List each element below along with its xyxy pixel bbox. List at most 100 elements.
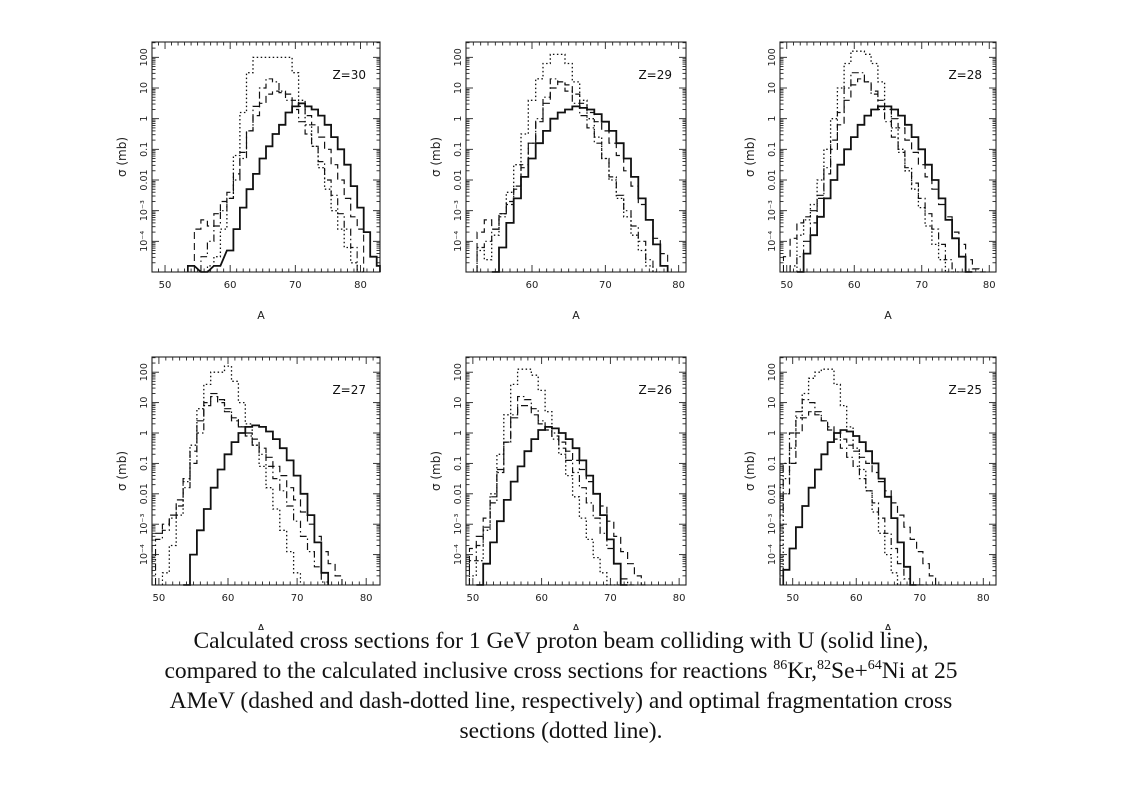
series-dotted: [469, 369, 620, 585]
series-dash-dot: [469, 397, 634, 586]
x-axis-label: A: [884, 622, 892, 630]
caption-line-4: sections (dotted line).: [459, 718, 663, 744]
y-tick-label: 100: [767, 48, 778, 66]
caption-line-2-text-b: Kr,: [787, 658, 818, 684]
x-tick-label: 80: [977, 593, 990, 604]
y-tick-label: 10⁻³: [139, 200, 150, 221]
panel-label: Z=30: [332, 68, 366, 82]
caption-sup-82: 82: [817, 658, 832, 674]
series-dash-dot: [156, 394, 329, 586]
x-tick-label: 50: [159, 280, 172, 291]
series-dotted: [477, 54, 660, 272]
x-tick-label: 60: [526, 280, 539, 291]
x-tick-label: 80: [673, 593, 686, 604]
x-tick-label: 80: [983, 280, 996, 291]
y-tick-label: 10⁻⁴: [767, 544, 778, 565]
y-tick-label: 100: [453, 48, 464, 66]
y-tick-label: 1: [453, 430, 464, 436]
y-tick-label: 1: [139, 116, 150, 122]
caption-line-2-text-a: compared to the calculated inclusive cro…: [164, 658, 774, 684]
series-dotted: [797, 51, 952, 272]
x-tick-label: 50: [780, 280, 793, 291]
y-tick-label: 10⁻³: [139, 514, 150, 535]
y-tick-label: 10⁻⁴: [453, 544, 464, 565]
y-tick-label: 0.1: [453, 456, 464, 471]
chart-panel: 50 60 70 80 10⁻⁴ 10⁻³ 0.01 0.1 1 10 100 σ (mb) A Z=27: [115, 356, 381, 630]
plot-frame: [151, 41, 381, 273]
caption-line-1: Calculated cross sections for 1 GeV prot…: [193, 628, 929, 654]
x-axis-label: A: [884, 309, 892, 322]
y-tick-label: 10⁻⁴: [767, 231, 778, 252]
y-tick-label: 0.1: [453, 142, 464, 157]
y-axis-label: σ (mb): [429, 137, 443, 177]
y-tick-label: 1: [453, 116, 464, 122]
chart-panel: 60 70 80 10⁻⁴ 10⁻³ 0.01 0.1 1 10 100 σ (mb) A Z=29: [429, 41, 687, 322]
y-tick-label: 0.01: [139, 483, 150, 504]
y-axis-label: σ (mb): [115, 451, 129, 491]
chart-panel: 50 60 70 80 10⁻⁴ 10⁻³ 0.01 0.1 1 10 100 σ (mb) A Z=26: [429, 356, 687, 630]
y-tick-label: 10: [139, 397, 150, 409]
series-solid: [476, 427, 627, 585]
y-tick-label: 100: [767, 363, 778, 381]
y-tick-label: 0.1: [767, 456, 778, 471]
y-tick-label: 10⁻³: [767, 514, 778, 535]
y-tick-label: 1: [139, 430, 150, 436]
y-tick-label: 100: [139, 363, 150, 381]
y-tick-label: 100: [453, 363, 464, 381]
chart-panel: 50 60 70 80 10⁻⁴ 10⁻³ 0.01 0.1 1 10 100 σ (mb) A Z=28: [743, 41, 997, 322]
x-tick-label: 70: [289, 280, 302, 291]
x-tick-label: 70: [599, 280, 612, 291]
x-axis-label: A: [257, 309, 265, 322]
y-tick-label: 1: [767, 430, 778, 436]
panel-label: Z=25: [948, 383, 982, 397]
y-axis-label: σ (mb): [115, 137, 129, 177]
y-axis-label: σ (mb): [743, 137, 757, 177]
caption-line-2-text-c: Se+: [831, 658, 868, 684]
x-axis-label: A: [257, 622, 265, 630]
y-tick-label: 1: [767, 116, 778, 122]
y-tick-label: 0.1: [139, 456, 150, 471]
series-dash-dot: [477, 79, 653, 272]
y-axis-label: σ (mb): [743, 451, 757, 491]
x-tick-label: 60: [222, 593, 235, 604]
x-tick-label: 70: [913, 593, 926, 604]
y-tick-label: 10⁻³: [767, 200, 778, 221]
x-tick-label: 50: [467, 593, 480, 604]
panel-label: Z=27: [332, 383, 366, 397]
series-dotted: [783, 369, 904, 585]
caption-line-3: AMeV (dashed and dash-dotted line, respe…: [169, 688, 953, 714]
series-solid: [797, 106, 973, 272]
y-tick-label: 0.1: [767, 142, 778, 157]
x-tick-label: 60: [535, 593, 548, 604]
series-solid: [183, 425, 328, 585]
y-tick-label: 10: [139, 82, 150, 94]
y-tick-label: 100: [139, 48, 150, 66]
series-dashed: [152, 397, 342, 586]
y-axis-label: σ (mb): [429, 451, 443, 491]
x-tick-label: 60: [848, 280, 861, 291]
series-dash-dot: [780, 400, 929, 585]
panel-label: Z=29: [638, 68, 672, 82]
y-tick-label: 10⁻³: [453, 200, 464, 221]
panel-label: Z=28: [948, 68, 982, 82]
y-tick-label: 10: [767, 397, 778, 409]
y-tick-label: 10⁻³: [453, 514, 464, 535]
y-tick-label: 10: [453, 397, 464, 409]
y-tick-label: 10⁻⁴: [139, 231, 150, 252]
y-tick-label: 0.01: [453, 169, 464, 190]
series-dash-dot: [201, 79, 357, 272]
chart-panel: 50 60 70 80 10⁻⁴ 10⁻³ 0.01 0.1 1 10 100 σ (mb) A Z=25: [743, 356, 997, 630]
y-tick-label: 0.01: [767, 483, 778, 504]
x-tick-label: 60: [850, 593, 863, 604]
x-tick-label: 70: [291, 593, 304, 604]
series-dash-dot: [790, 73, 959, 272]
y-tick-label: 10: [767, 82, 778, 94]
y-tick-label: 0.01: [453, 483, 464, 504]
x-tick-label: 50: [153, 593, 166, 604]
series-solid: [783, 430, 916, 585]
x-tick-label: 80: [354, 280, 367, 291]
series-solid: [188, 103, 380, 272]
y-tick-label: 10⁻⁴: [139, 544, 150, 565]
series-dotted: [207, 57, 363, 272]
x-tick-label: 70: [915, 280, 928, 291]
